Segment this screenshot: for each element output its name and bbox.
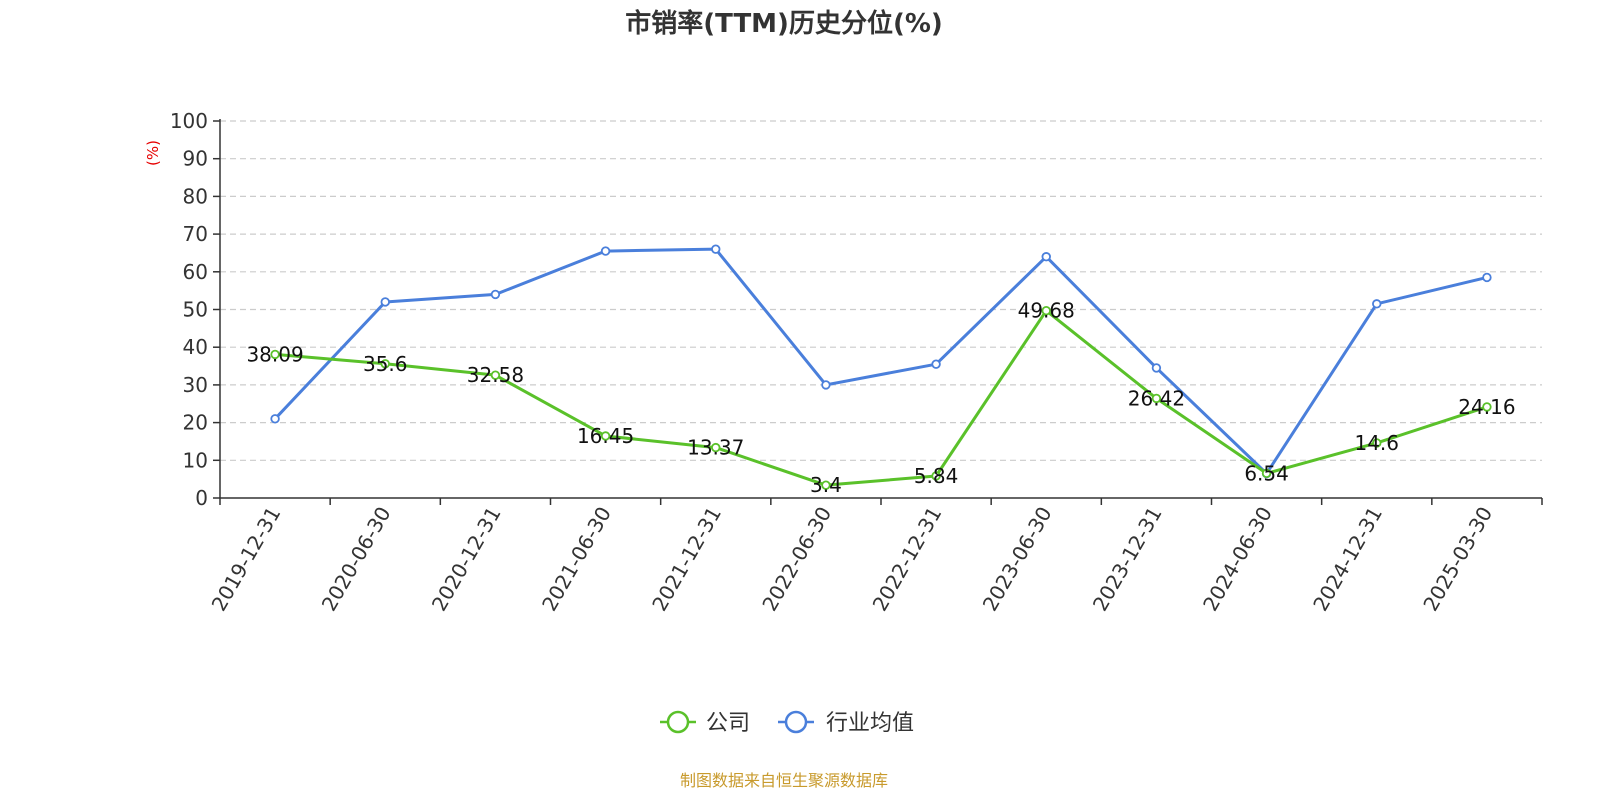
- y-tick-label: 30: [183, 373, 208, 397]
- legend-label-industry-average: 行业均值: [826, 711, 914, 736]
- point-company[interactable]: [380, 359, 390, 369]
- line-industry-average: [273, 247, 1488, 475]
- x-tick-label: 2023-06-30: [978, 503, 1057, 616]
- data-label-company: 6.54: [1244, 461, 1289, 485]
- data-labels: 38.09 35.6 32.58 16.45 13.37 3.4 5.84 49.68 26.4…: [246, 299, 1515, 497]
- point-company[interactable]: [711, 442, 721, 453]
- chart-title: 市销率(TTM)历史分位(%): [625, 8, 943, 39]
- point-industry-average[interactable]: [1151, 363, 1162, 373]
- data-label-company: 3.4: [810, 473, 842, 497]
- point-company[interactable]: [490, 370, 501, 380]
- x-tick-label: 2020-06-30: [317, 503, 396, 616]
- point-company[interactable]: [1261, 468, 1272, 479]
- x-tick-label: 2022-06-30: [757, 503, 836, 616]
- x-tick-label: 2025-03-30: [1418, 503, 1497, 616]
- point-company[interactable]: [600, 431, 611, 441]
- point-company[interactable]: [821, 480, 831, 490]
- point-company[interactable]: [1151, 393, 1162, 404]
- point-industry-average[interactable]: [711, 244, 721, 254]
- line-company: [274, 309, 1488, 487]
- point-company[interactable]: [1482, 402, 1492, 412]
- source-note: 制图数据来自恒生聚源数据库: [680, 771, 888, 790]
- data-label-company: 32.58: [467, 363, 524, 387]
- point-industry-average[interactable]: [931, 359, 941, 369]
- point-company[interactable]: [931, 471, 941, 481]
- point-industry-average[interactable]: [1041, 252, 1051, 262]
- point-company[interactable]: [1041, 306, 1051, 316]
- legend-marker-industry-average: [784, 710, 808, 734]
- x-tick-label: 2024-12-31: [1308, 503, 1387, 616]
- y-tick-label: 60: [183, 260, 208, 284]
- x-tick-label: 2024-06-30: [1198, 503, 1277, 616]
- point-company[interactable]: [270, 349, 280, 360]
- series-lines: [270, 244, 1492, 490]
- x-tick-label: 2022-12-31: [868, 502, 947, 615]
- y-tick-label: 70: [183, 222, 208, 246]
- x-tick-label: 2021-12-31: [647, 503, 726, 616]
- y-axis-unit-label: (%): [144, 140, 162, 166]
- point-industry-average[interactable]: [1372, 299, 1382, 309]
- y-tick-label: 50: [183, 298, 208, 322]
- point-industry-average[interactable]: [270, 414, 280, 424]
- y-tick-label: 20: [183, 411, 208, 435]
- legend: 公司 行业均值: [660, 710, 914, 736]
- data-label-company: 35.6: [363, 352, 408, 376]
- point-industry-average[interactable]: [821, 380, 831, 390]
- point-industry-average[interactable]: [380, 297, 390, 307]
- legend-item-company[interactable]: 公司: [660, 710, 750, 736]
- data-label-company: 13.37: [687, 436, 744, 460]
- y-tick-label: 100: [170, 109, 208, 133]
- point-industry-average[interactable]: [600, 246, 611, 256]
- data-label-company: 49.68: [1018, 299, 1075, 323]
- data-label-company: 38.09: [246, 342, 303, 366]
- point-industry-average[interactable]: [490, 289, 501, 300]
- y-tick-label: 90: [183, 147, 208, 171]
- data-label-company: 14.6: [1354, 431, 1399, 455]
- x-tick-label: 2020-12-31: [427, 502, 506, 615]
- legend-marker-company: [666, 710, 690, 734]
- data-label-company: 5.84: [914, 464, 959, 488]
- grid-lines: [220, 120, 1542, 461]
- point-company[interactable]: [1372, 438, 1382, 448]
- y-tick-label: 80: [183, 184, 208, 208]
- legend-label-company: 公司: [706, 711, 750, 736]
- series-company: [270, 306, 1492, 490]
- data-label-company: 26.42: [1128, 386, 1185, 410]
- y-tick-label: 40: [183, 335, 208, 359]
- y-tick-label: 10: [183, 448, 208, 472]
- point-industry-average[interactable]: [1482, 272, 1492, 283]
- data-label-company: 16.45: [577, 424, 634, 448]
- legend-item-industry-average[interactable]: 行业均值: [778, 710, 914, 736]
- data-label-company: 24.16: [1458, 395, 1515, 419]
- x-tick-label: 2019-12-31: [207, 503, 286, 616]
- y-tick-label: 0: [195, 486, 208, 510]
- x-tick-label: 2021-06-30: [537, 503, 616, 616]
- x-tick-label: 2023-12-31: [1088, 503, 1167, 616]
- series-industry-average: [270, 244, 1492, 479]
